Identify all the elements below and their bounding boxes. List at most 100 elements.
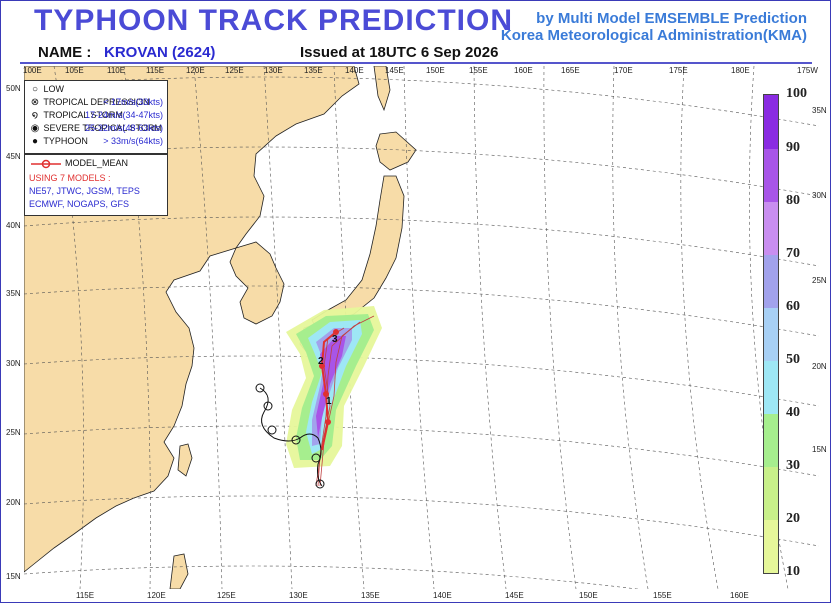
lon-label-top-175e: 175E: [669, 66, 688, 75]
probability-colorbar: [763, 94, 779, 574]
legend-value-ts: 17-24m/s(34-47kts): [84, 110, 163, 120]
legend-value-td: < 17m/s(33kts): [103, 97, 163, 107]
lon-label-bottom-145e: 145E: [505, 591, 524, 600]
colorbar-label-40: 40: [786, 405, 800, 420]
colorbar-seg-60-70: [764, 255, 778, 308]
lat-label-right-20n: 20N: [812, 362, 827, 371]
colorbar-label-10: 10: [786, 564, 800, 579]
colorbar-label-80: 80: [786, 193, 800, 208]
lon-label-bottom-155e: 155E: [653, 591, 672, 600]
past-track: [255, 383, 325, 489]
colorbar-label-60: 60: [786, 299, 800, 314]
lon-label-top-155e: 155E: [469, 66, 488, 75]
colorbar-seg-80-90: [764, 149, 778, 202]
lat-label-left-35n: 35N: [6, 289, 21, 298]
legend-value-sts: 25-32m/s(48-63kts): [84, 123, 163, 133]
lon-label-top-160e: 160E: [514, 66, 533, 75]
header-rule: [20, 62, 812, 64]
lon-label-bottom-130e: 130E: [289, 591, 308, 600]
legend-row-td: ⊗ TROPICAL DEPRESSION: [30, 97, 150, 108]
tropical-depression-icon: ⊗: [30, 97, 40, 108]
models-using-label: USING 7 MODELS :: [29, 173, 111, 183]
subtitle-model: by Multi Model EMSEMBLE Prediction: [536, 10, 807, 27]
model-legend: MODEL_MEAN USING 7 MODELS : NE57, JTWC, …: [24, 154, 168, 216]
legend-row-typhoon: ● TYPHOON: [29, 135, 88, 148]
lat-label-left-25n: 25N: [6, 428, 21, 437]
lon-label-bottom-120e: 120E: [147, 591, 166, 600]
lon-label-top-145e: 145E: [385, 66, 404, 75]
lat-label-right-35n: 35N: [812, 106, 827, 115]
model-mean-track: 1 2 3: [318, 329, 339, 451]
lat-label-left-45n: 45N: [6, 152, 21, 161]
intensity-legend: ○ LOW ⊗ TROPICAL DEPRESSION < 17m/s(33kt…: [24, 80, 168, 154]
colorbar-label-100: 100: [786, 86, 807, 101]
lon-label-bottom-115e: 115E: [76, 591, 95, 600]
lon-label-top-135e: 135E: [304, 66, 323, 75]
lat-label-right-25n: 25N: [812, 276, 827, 285]
issued-time: Issued at 18UTC 6 Sep 2026: [300, 44, 499, 61]
lat-label-left-40n: 40N: [6, 221, 21, 230]
colorbar-label-50: 50: [786, 352, 800, 367]
legend-value-typhoon: > 33m/s(64kts): [103, 136, 163, 146]
lat-label-left-15n: 15N: [6, 572, 21, 581]
colorbar-seg-30-40: [764, 414, 778, 467]
colorbar-seg-70-80: [764, 202, 778, 255]
typhoon-name: KROVAN (2624): [104, 44, 216, 61]
forecast-label-1: 1: [326, 396, 332, 407]
lon-label-top-175w: 175W: [797, 66, 818, 75]
forecast-label-3: 3: [332, 334, 338, 345]
typhoon-icon: ●: [31, 136, 39, 147]
lon-label-top-165e: 165E: [561, 66, 580, 75]
lat-label-left-30n: 30N: [6, 359, 21, 368]
colorbar-label-30: 30: [786, 458, 800, 473]
lon-label-bottom-135e: 135E: [361, 591, 380, 600]
lon-label-bottom-140e: 140E: [433, 591, 452, 600]
lon-label-top-180e: 180E: [731, 66, 750, 75]
models-list-line1: NE57, JTWC, JGSM, TEPS: [29, 186, 140, 196]
subtitle-agency: Korea Meteorological Administration(KMA): [500, 27, 807, 44]
lat-label-right-30n: 30N: [812, 191, 827, 200]
lon-label-bottom-160e: 160E: [730, 591, 749, 600]
lat-label-left-50n: 50N: [6, 84, 21, 93]
lon-label-top-150e: 150E: [426, 66, 445, 75]
colorbar-seg-90-100: [764, 95, 778, 149]
lon-label-top-130e: 130E: [264, 66, 283, 75]
philippines: [169, 553, 189, 589]
lon-label-top-120e: 120E: [186, 66, 205, 75]
lon-label-bottom-150e: 150E: [579, 591, 598, 600]
korea: [229, 241, 285, 325]
cone-inner2: [316, 336, 346, 438]
colorbar-seg-20-30: [764, 467, 778, 520]
name-label: NAME :: [38, 44, 92, 61]
colorbar-label-90: 90: [786, 140, 800, 155]
tropical-storm-icon: ໑: [31, 110, 39, 121]
colorbar-label-20: 20: [786, 511, 800, 526]
probability-cone: [286, 306, 382, 468]
model-mean-label: MODEL_MEAN: [65, 158, 129, 168]
lon-label-bottom-125e: 125E: [217, 591, 236, 600]
severe-tropical-storm-icon: ◉: [30, 123, 40, 134]
cone-inner1: [312, 328, 352, 446]
lon-label-top-110e: 110E: [107, 66, 126, 75]
hokkaido: [375, 131, 417, 171]
page-title: TYPHOON TRACK PREDICTION: [34, 4, 514, 37]
lon-label-top-125e: 125E: [225, 66, 244, 75]
lon-label-top-100e: 100E: [23, 66, 42, 75]
lat-label-left-20n: 20N: [6, 498, 21, 507]
lon-label-top-170e: 170E: [614, 66, 633, 75]
low-icon: ○: [31, 84, 39, 95]
lon-label-top-105e: 105E: [65, 66, 84, 75]
model-mean-icon: [31, 159, 61, 169]
taiwan: [177, 443, 193, 477]
colorbar-seg-50-60: [764, 308, 778, 361]
lat-label-right-15n: 15N: [812, 445, 827, 454]
models-list-line2: ECMWF, NOGAPS, GFS: [29, 199, 130, 209]
legend-row-low: ○ LOW: [29, 83, 64, 96]
lon-label-top-115e: 115E: [146, 66, 165, 75]
forecast-label-2: 2: [318, 356, 324, 367]
colorbar-seg-40-50: [764, 361, 778, 414]
legend-row-ts: ໑ TROPICAL STORM: [29, 109, 123, 122]
colorbar-label-70: 70: [786, 246, 800, 261]
colorbar-seg-10-20: [764, 520, 778, 573]
